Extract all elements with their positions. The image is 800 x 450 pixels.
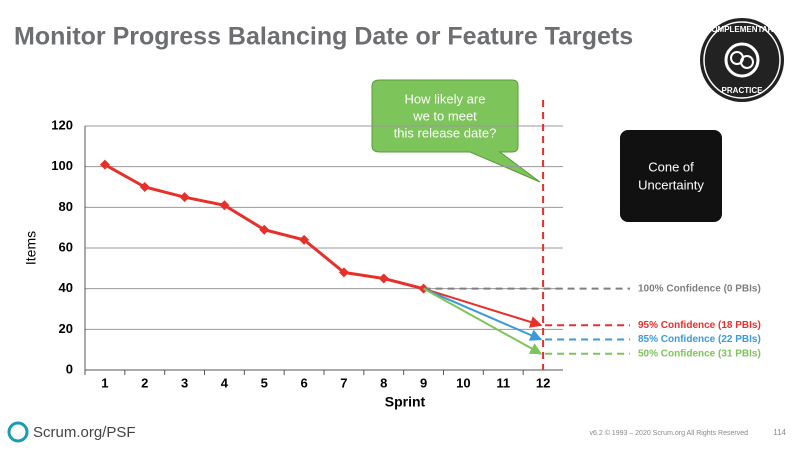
page-number: 114 xyxy=(773,428,786,437)
projection-label: 95% Confidence (18 PBIs) xyxy=(638,320,761,331)
projection-label: 50% Confidence (31 PBIs) xyxy=(638,348,761,359)
point xyxy=(378,273,389,284)
cone-line: Uncertainty xyxy=(638,177,704,192)
projection-label: 100% Confidence (0 PBIs) xyxy=(638,283,761,294)
point xyxy=(259,224,270,235)
badge-top: COMPLEMENTARY xyxy=(706,25,780,34)
projection-label: 85% Confidence (22 PBIs) xyxy=(638,334,761,345)
badge-bottom: PRACTICE xyxy=(722,86,764,95)
callout: How likely are we to meet this release d… xyxy=(371,79,541,183)
point xyxy=(179,192,190,203)
y-tick-label: 100 xyxy=(51,158,73,173)
callout-line: this release date? xyxy=(394,125,497,140)
y-axis-label: Items xyxy=(23,231,39,265)
y-tick-label: 20 xyxy=(59,321,73,336)
point xyxy=(99,159,110,170)
x-tick-label: 8 xyxy=(380,375,387,390)
y-tick-label: 60 xyxy=(59,239,73,254)
x-tick-label: 6 xyxy=(300,375,307,390)
x-tick-label: 4 xyxy=(221,375,229,390)
cone-line: Cone of xyxy=(648,159,694,174)
y-tick-label: 0 xyxy=(66,361,73,376)
point xyxy=(219,200,230,211)
x-tick-label: 5 xyxy=(261,375,268,390)
y-tick-label: 80 xyxy=(59,199,73,214)
point xyxy=(338,267,349,278)
badge: COMPLEMENTARY PRACTICE xyxy=(700,18,784,102)
x-axis-label: Sprint xyxy=(385,394,426,410)
x-tick-label: 10 xyxy=(456,375,470,390)
footer: Scrum.org/PSF v6.2 © 1993 – 2020 Scrum.o… xyxy=(7,421,787,443)
x-tick-label: 3 xyxy=(181,375,188,390)
x-tick-label: 12 xyxy=(536,375,550,390)
point xyxy=(139,182,150,192)
x-tick-label: 1 xyxy=(101,375,108,390)
projection-arrow xyxy=(423,287,543,328)
callout-line: we to meet xyxy=(412,108,477,123)
callout-line: How likely are xyxy=(405,91,486,106)
x-tick-label: 7 xyxy=(340,375,347,390)
x-tick-label: 2 xyxy=(141,375,148,390)
y-tick-label: 40 xyxy=(59,280,73,295)
x-tick-label: 9 xyxy=(420,375,427,390)
projection-arrow xyxy=(423,287,543,355)
copyright: v6.2 © 1993 – 2020 Scrum.org All Rights … xyxy=(590,429,749,437)
title: Monitor Progress Balancing Date or Featu… xyxy=(14,23,633,51)
y-tick-label: 120 xyxy=(51,117,73,132)
x-tick-label: 11 xyxy=(496,375,510,390)
point xyxy=(299,234,310,245)
projection-arrow xyxy=(423,287,543,341)
cone-box: Cone of Uncertainty xyxy=(620,130,722,222)
footer-logo: Scrum.org/PSF xyxy=(33,424,136,441)
